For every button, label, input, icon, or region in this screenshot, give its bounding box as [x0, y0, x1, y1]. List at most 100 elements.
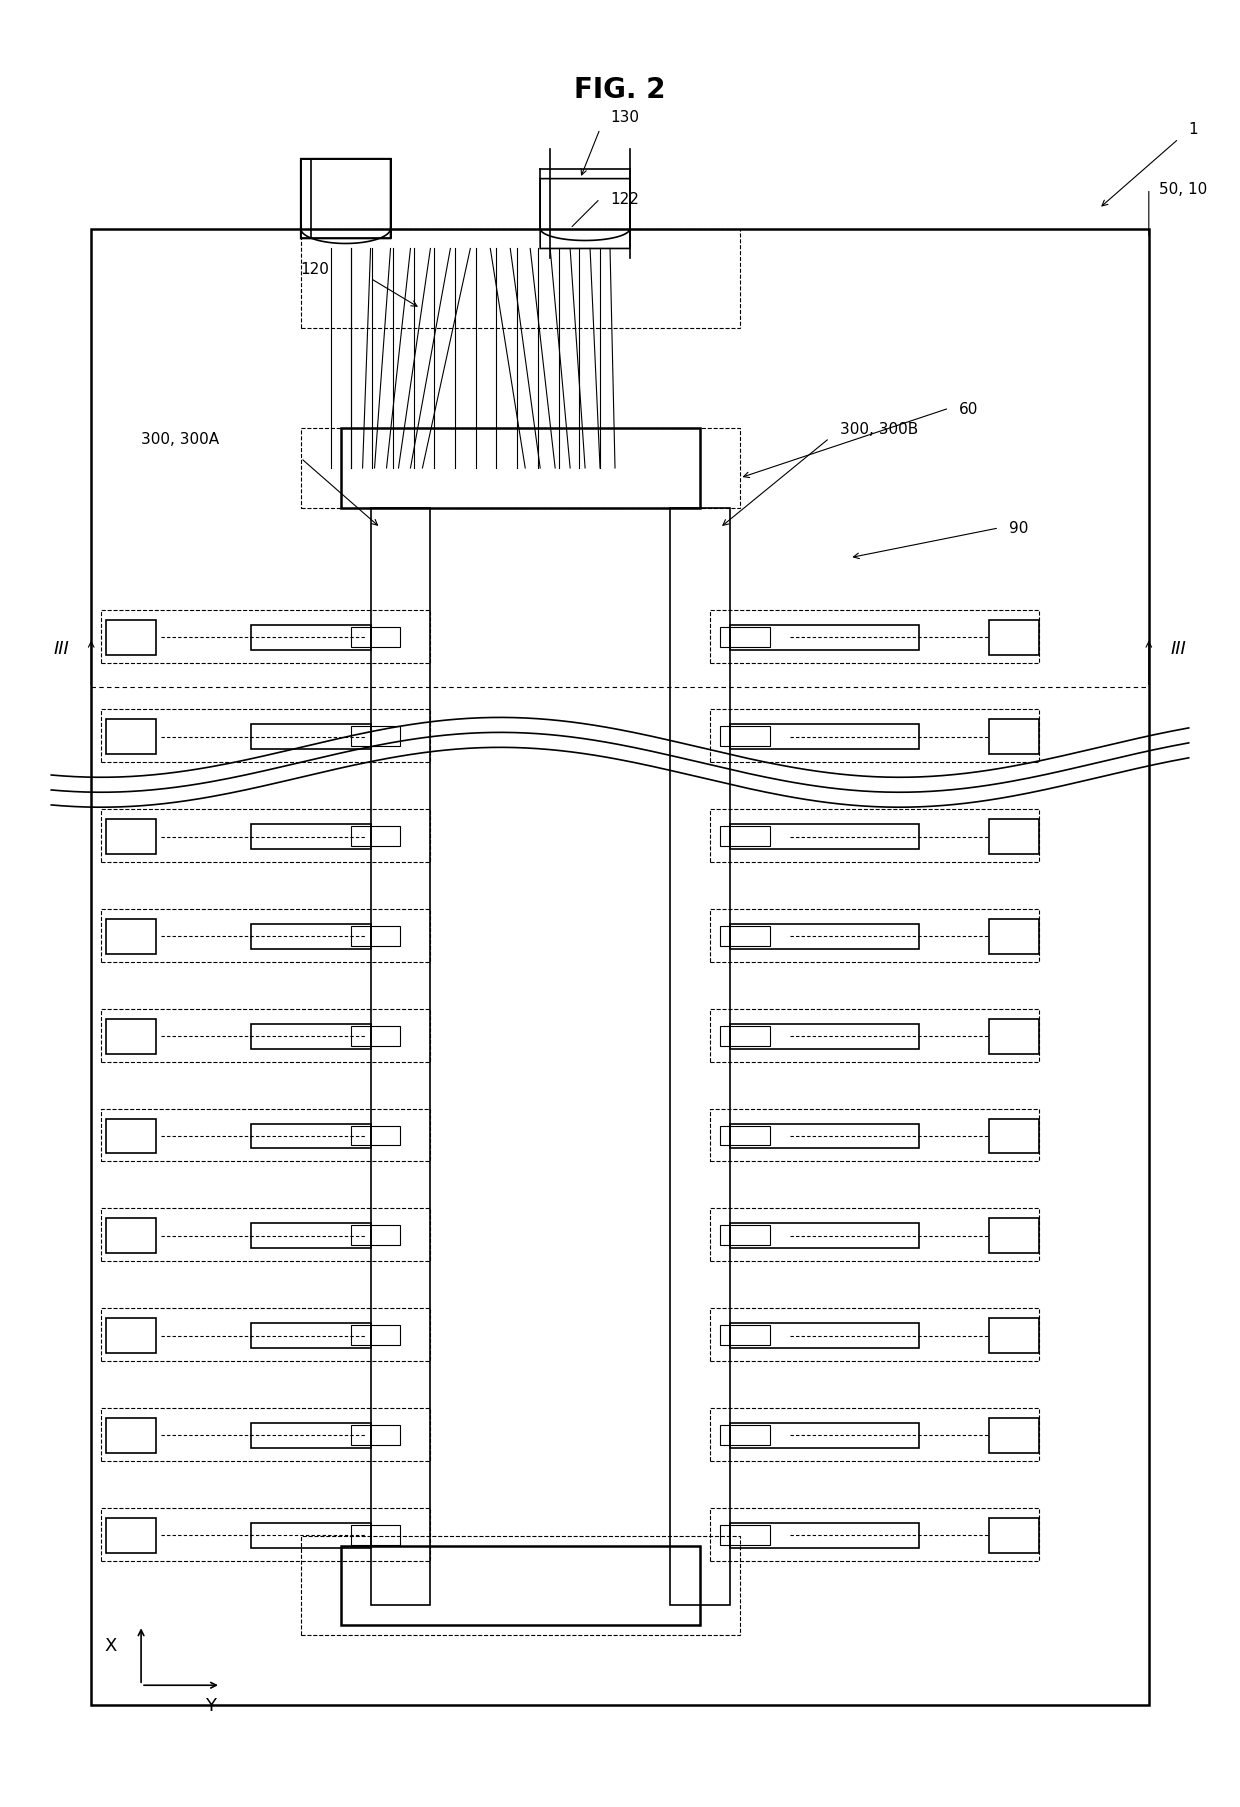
Bar [990, 820, 1039, 855]
Bar [730, 1424, 919, 1447]
Bar [351, 927, 401, 947]
Bar [102, 1308, 430, 1361]
Bar [102, 810, 430, 862]
Bar [250, 1025, 371, 1050]
Bar [107, 1119, 156, 1155]
Bar [351, 1525, 401, 1545]
Bar [730, 1223, 919, 1249]
Bar [102, 1109, 430, 1162]
Text: III: III [53, 640, 69, 658]
Bar [102, 1507, 430, 1561]
Bar [719, 927, 770, 947]
Bar [709, 909, 1039, 963]
Text: 90: 90 [1009, 520, 1028, 537]
Bar [351, 1426, 401, 1446]
FancyBboxPatch shape [541, 179, 630, 249]
Bar [351, 828, 401, 847]
Bar [730, 1323, 919, 1348]
Bar [709, 1507, 1039, 1561]
Bar [719, 1426, 770, 1446]
Text: X: X [105, 1637, 118, 1655]
Bar [351, 1126, 401, 1146]
Bar [250, 925, 371, 949]
Bar [719, 1525, 770, 1545]
Text: III: III [1171, 640, 1187, 658]
Bar [250, 1323, 371, 1348]
Text: 300, 300B: 300, 300B [839, 421, 918, 435]
Text: 120: 120 [301, 262, 330, 276]
Bar [107, 719, 156, 755]
Bar [107, 1019, 156, 1053]
Bar [990, 1218, 1039, 1254]
Bar [990, 920, 1039, 954]
Bar [719, 726, 770, 746]
Bar [730, 1523, 919, 1549]
Bar [709, 1008, 1039, 1063]
Bar [107, 1319, 156, 1353]
Bar [990, 1019, 1039, 1053]
Bar [719, 1225, 770, 1245]
Bar [709, 710, 1039, 763]
Bar [250, 1424, 371, 1447]
Bar [250, 1124, 371, 1149]
Bar [709, 810, 1039, 862]
Bar [719, 1325, 770, 1344]
Bar [719, 1126, 770, 1146]
FancyBboxPatch shape [301, 159, 391, 239]
Text: 130: 130 [610, 110, 639, 125]
Bar [990, 620, 1039, 656]
Bar [730, 824, 919, 849]
Bar [107, 820, 156, 855]
Bar [107, 920, 156, 954]
Bar [301, 428, 740, 508]
Text: 50, 10: 50, 10 [1159, 183, 1207, 197]
Bar [102, 611, 430, 663]
Bar [990, 1119, 1039, 1155]
Bar [990, 1518, 1039, 1552]
Bar [250, 824, 371, 849]
Bar [730, 1025, 919, 1050]
Bar [709, 1209, 1039, 1261]
Bar [102, 710, 430, 763]
Bar [670, 508, 730, 1606]
Text: Y: Y [206, 1697, 217, 1715]
Bar [102, 1209, 430, 1261]
Bar [107, 1218, 156, 1254]
Bar [709, 611, 1039, 663]
Bar [730, 925, 919, 949]
Text: 300, 300A: 300, 300A [141, 432, 219, 446]
Bar [719, 627, 770, 647]
Bar [990, 1418, 1039, 1453]
Text: FIG. 2: FIG. 2 [574, 76, 666, 103]
Text: 1: 1 [1189, 123, 1198, 137]
Bar [709, 1408, 1039, 1460]
Bar [351, 1325, 401, 1344]
Bar [107, 1418, 156, 1453]
Bar [341, 1545, 699, 1626]
Bar [102, 1008, 430, 1063]
Bar [250, 1523, 371, 1549]
Bar [351, 1225, 401, 1245]
Bar [301, 229, 740, 329]
Bar [730, 1124, 919, 1149]
Bar [250, 725, 371, 750]
Bar [990, 1319, 1039, 1353]
Bar [709, 1308, 1039, 1361]
Bar [990, 719, 1039, 755]
Bar [730, 725, 919, 750]
Bar [107, 620, 156, 656]
Bar [250, 1223, 371, 1249]
Bar [719, 828, 770, 847]
Bar [730, 625, 919, 651]
Bar [351, 726, 401, 746]
Bar [719, 1026, 770, 1046]
Bar [371, 508, 430, 1606]
Bar [107, 1518, 156, 1552]
Bar [709, 1109, 1039, 1162]
Bar [92, 229, 1148, 1706]
Bar [351, 1026, 401, 1046]
Bar [341, 428, 699, 508]
Bar [301, 1536, 740, 1635]
Text: 122: 122 [610, 192, 639, 208]
Text: 60: 60 [960, 401, 978, 416]
